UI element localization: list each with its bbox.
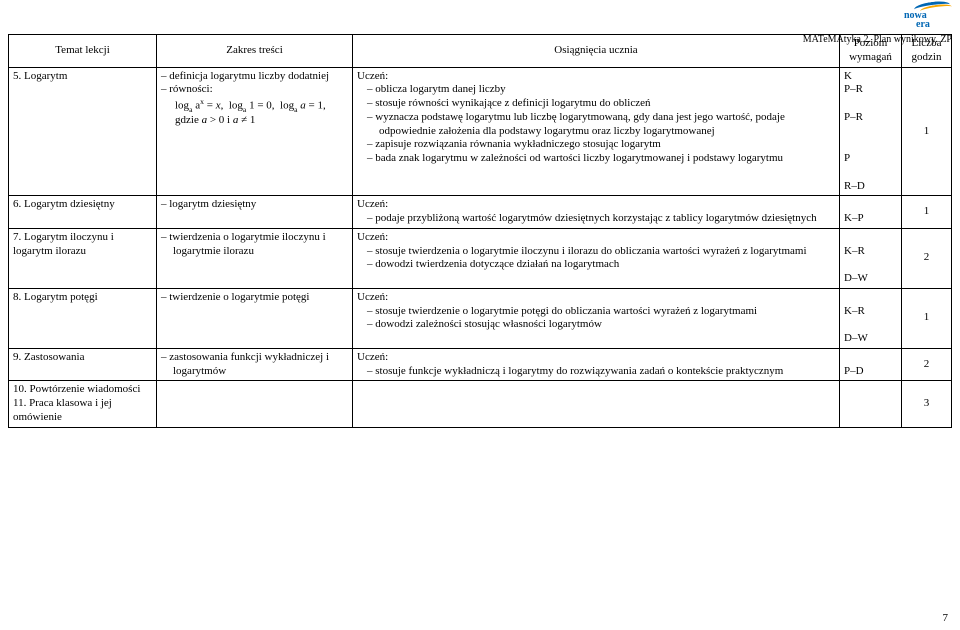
- cell-scope: definicja logarytmu liczby dodatniejrówn…: [157, 67, 353, 196]
- achievement-head: Uczeń:: [357, 198, 835, 212]
- cell-achievements: Uczeń:oblicza logarytm danej liczbystosu…: [353, 67, 840, 196]
- page-number: 7: [943, 612, 949, 624]
- cell-level: K–R D–W: [840, 228, 902, 288]
- cell-achievements: [353, 381, 840, 427]
- cell-scope: twierdzenia o logarytmie iloczynu i loga…: [157, 228, 353, 288]
- cell-hours: 1: [902, 67, 952, 196]
- scope-item: definicja logarytmu liczby dodatniej: [173, 70, 348, 84]
- achievement-item: stosuje funkcje wykładniczą i logarytmy …: [379, 365, 835, 379]
- cell-achievements: Uczeń:podaje przybliżoną wartość logaryt…: [353, 196, 840, 229]
- table-row: 8. Logarytm potęgi twierdzenie o logarytm…: [9, 288, 952, 348]
- cell-scope: zastosowania funkcji wykładniczej i loga…: [157, 348, 353, 381]
- col-topic: Temat lekcji: [9, 35, 157, 68]
- cell-topic: 5. Logarytm: [9, 67, 157, 196]
- achievement-item: oblicza logarytm danej liczby: [379, 83, 835, 97]
- scope-item: równości:: [173, 83, 348, 97]
- logo: nowa era: [900, 4, 952, 32]
- cell-achievements: Uczeń:stosuje funkcje wykładniczą i loga…: [353, 348, 840, 381]
- table-row: 7. Logarytm iloczynu i logarytm ilorazu t…: [9, 228, 952, 288]
- cell-level: [840, 381, 902, 427]
- achievement-item: stosuje twierdzenie o logarytmie potęgi …: [379, 305, 835, 319]
- cell-hours: 1: [902, 288, 952, 348]
- cell-topic: 8. Logarytm potęgi: [9, 288, 157, 348]
- cell-level: KP–R P–R P R–D: [840, 67, 902, 196]
- achievement-item: stosuje twierdzenia o logarytmie iloczyn…: [379, 245, 835, 259]
- table-row: 9. Zastosowania zastosowania funkcji wykł…: [9, 348, 952, 381]
- achievement-item: wyznacza podstawę logarytmu lub liczbę l…: [379, 111, 835, 139]
- table-row: 6. Logarytm dziesiętny logarytm dziesiętn…: [9, 196, 952, 229]
- achievement-item: podaje przybliżoną wartość logarytmów dz…: [379, 212, 835, 226]
- col-scope: Zakres treści: [157, 35, 353, 68]
- cell-hours: 1: [902, 196, 952, 229]
- achievement-head: Uczeń:: [357, 70, 835, 84]
- cell-level: K–P: [840, 196, 902, 229]
- achievement-item: dowodzi zależności stosując własności lo…: [379, 318, 835, 332]
- scope-item: twierdzenia o logarytmie iloczynu i loga…: [173, 231, 348, 259]
- achievement-head: Uczeń:: [357, 231, 835, 245]
- scope-item: zastosowania funkcji wykładniczej i loga…: [173, 351, 348, 379]
- cell-topic: 9. Zastosowania: [9, 348, 157, 381]
- doc-title: MATeMAtyka 2. Plan wynikowy. ZP: [803, 34, 952, 45]
- cell-level: K–R D–W: [840, 288, 902, 348]
- table-row: 10. Powtórzenie wiadomości 11. Praca kla…: [9, 381, 952, 427]
- header-right: nowa era MATeMAtyka 2. Plan wynikowy. ZP: [803, 4, 952, 45]
- cell-level: P–D: [840, 348, 902, 381]
- achievement-item: stosuje równości wynikające z definicji …: [379, 97, 835, 111]
- col-achievements: Osiągnięcia ucznia: [353, 35, 840, 68]
- cell-achievements: Uczeń:stosuje twierdzenia o logarytmie i…: [353, 228, 840, 288]
- logo-text-bottom: era: [916, 19, 930, 30]
- cell-topic: 10. Powtórzenie wiadomości 11. Praca kla…: [9, 381, 157, 427]
- achievement-item: bada znak logarytmu w zależności od wart…: [379, 152, 835, 166]
- cell-scope: twierdzenie o logarytmie potęgi: [157, 288, 353, 348]
- cell-hours: 3: [902, 381, 952, 427]
- scope-item: logarytm dziesiętny: [173, 198, 348, 212]
- cell-hours: 2: [902, 228, 952, 288]
- formula-cond: gdzie a > 0 i a ≠ 1: [161, 114, 348, 128]
- cell-scope: logarytm dziesiętny: [157, 196, 353, 229]
- achievement-item: zapisuje rozwiązania równania wykładnicz…: [379, 138, 835, 152]
- cell-topic: 6. Logarytm dziesiętny: [9, 196, 157, 229]
- achievement-head: Uczeń:: [357, 291, 835, 305]
- cell-scope: [157, 381, 353, 427]
- formula: loga ax = x, loga 1 = 0, loga a = 1,: [161, 97, 348, 114]
- scope-item: twierdzenie o logarytmie potęgi: [173, 291, 348, 305]
- page-content: Temat lekcji Zakres treści Osiągnięcia u…: [0, 0, 960, 428]
- cell-achievements: Uczeń:stosuje twierdzenie o logarytmie p…: [353, 288, 840, 348]
- cell-hours: 2: [902, 348, 952, 381]
- table-row: 5. Logarytmdefinicja logarytmu liczby do…: [9, 67, 952, 196]
- cell-topic: 7. Logarytm iloczynu i logarytm ilorazu: [9, 228, 157, 288]
- curriculum-table: Temat lekcji Zakres treści Osiągnięcia u…: [8, 34, 952, 428]
- achievement-item: dowodzi twierdzenia dotyczące działań na…: [379, 258, 835, 272]
- achievement-head: Uczeń:: [357, 351, 835, 365]
